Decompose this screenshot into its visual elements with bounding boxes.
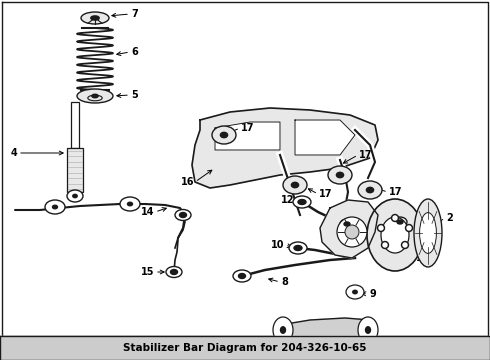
Ellipse shape	[166, 266, 182, 278]
Ellipse shape	[127, 202, 132, 206]
Ellipse shape	[91, 16, 99, 20]
Ellipse shape	[292, 182, 298, 188]
Circle shape	[382, 242, 389, 248]
Polygon shape	[320, 200, 378, 258]
Ellipse shape	[367, 187, 373, 193]
Ellipse shape	[239, 274, 245, 279]
Text: 3: 3	[383, 227, 390, 237]
Ellipse shape	[273, 317, 293, 343]
Circle shape	[377, 225, 385, 231]
Ellipse shape	[393, 217, 407, 227]
Bar	[67, 148, 83, 192]
Text: 16: 16	[180, 177, 194, 187]
Ellipse shape	[358, 181, 382, 199]
Ellipse shape	[366, 327, 370, 333]
Ellipse shape	[340, 219, 354, 229]
Ellipse shape	[344, 222, 350, 226]
Ellipse shape	[67, 190, 83, 202]
Text: 17: 17	[359, 150, 372, 160]
Circle shape	[379, 226, 383, 230]
Ellipse shape	[283, 176, 307, 194]
Circle shape	[406, 225, 413, 231]
Text: 11: 11	[401, 213, 415, 223]
Ellipse shape	[289, 242, 307, 254]
Ellipse shape	[293, 196, 311, 208]
Text: 10: 10	[270, 240, 284, 250]
Ellipse shape	[45, 200, 65, 214]
Circle shape	[345, 225, 359, 239]
Ellipse shape	[92, 94, 98, 98]
Text: 12: 12	[280, 195, 294, 205]
Text: 1: 1	[416, 253, 423, 263]
Ellipse shape	[77, 89, 113, 103]
Circle shape	[392, 215, 398, 221]
Polygon shape	[215, 122, 280, 150]
Ellipse shape	[294, 246, 302, 251]
Polygon shape	[192, 108, 378, 188]
Circle shape	[337, 217, 367, 247]
Ellipse shape	[52, 205, 57, 209]
Ellipse shape	[88, 95, 102, 101]
Ellipse shape	[367, 199, 423, 271]
Text: 7: 7	[131, 9, 138, 19]
Ellipse shape	[171, 270, 177, 274]
Text: 5: 5	[131, 90, 138, 100]
Ellipse shape	[346, 285, 364, 299]
Text: 15: 15	[141, 267, 154, 277]
Ellipse shape	[353, 290, 357, 294]
Text: 8: 8	[281, 277, 288, 287]
Ellipse shape	[358, 317, 378, 343]
Text: 14: 14	[141, 207, 154, 217]
Ellipse shape	[280, 327, 286, 333]
Ellipse shape	[81, 12, 109, 24]
Ellipse shape	[73, 194, 77, 198]
Ellipse shape	[419, 213, 437, 253]
Text: 13: 13	[341, 339, 354, 349]
Ellipse shape	[298, 199, 306, 204]
Circle shape	[407, 226, 411, 230]
Bar	[71, 102, 79, 148]
Text: 4: 4	[10, 148, 17, 158]
Text: 6: 6	[131, 47, 138, 57]
Ellipse shape	[212, 126, 236, 144]
Ellipse shape	[414, 199, 442, 267]
Circle shape	[393, 216, 397, 220]
Ellipse shape	[179, 212, 187, 217]
Text: 17: 17	[241, 123, 254, 133]
Text: 9: 9	[369, 289, 376, 299]
Circle shape	[383, 243, 387, 247]
Text: Stabilizer Bar Diagram for 204-326-10-65: Stabilizer Bar Diagram for 204-326-10-65	[123, 343, 367, 353]
Ellipse shape	[175, 210, 191, 220]
Ellipse shape	[220, 132, 227, 138]
Ellipse shape	[120, 197, 140, 211]
Text: 2: 2	[446, 213, 453, 223]
Ellipse shape	[337, 172, 343, 178]
Ellipse shape	[381, 217, 409, 253]
Circle shape	[401, 242, 409, 248]
Text: 17: 17	[319, 189, 333, 199]
Circle shape	[403, 243, 407, 247]
Ellipse shape	[328, 166, 352, 184]
Text: 17: 17	[389, 187, 402, 197]
Polygon shape	[280, 318, 370, 340]
Polygon shape	[295, 120, 355, 155]
Ellipse shape	[233, 270, 251, 282]
Ellipse shape	[397, 220, 403, 224]
Polygon shape	[0, 336, 490, 360]
